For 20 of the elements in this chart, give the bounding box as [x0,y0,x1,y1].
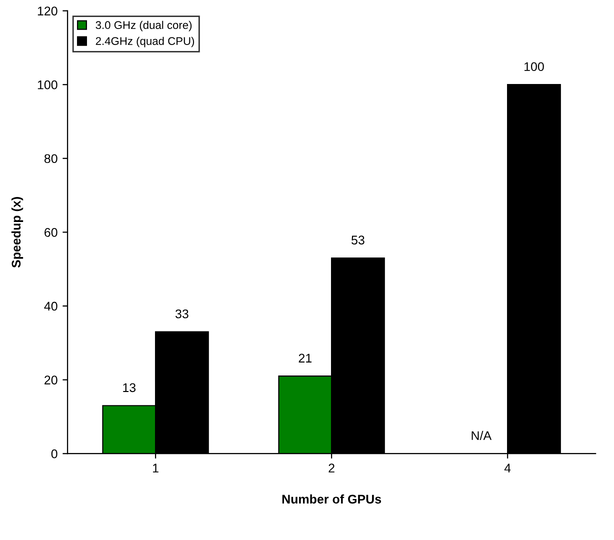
data-label: 13 [123,383,136,392]
y-tick-label: 100 [38,80,58,90]
x-tick-label: 4 [504,464,511,472]
text: N/A [472,430,492,440]
x-axis-title: Number of GPUs [282,494,382,504]
data-label: 53 [352,236,364,244]
x-tick-label: 1 [153,464,158,472]
y-tick-label: 0 [51,449,58,458]
data-label: 33 [175,309,188,318]
y-tick-label: 40 [44,302,58,311]
y-tick-label: 60 [44,228,58,237]
y-tick-label: 120 [38,6,58,16]
data-label: 100 [524,62,544,72]
legend-label: 3.0 GHz (dual core) [96,20,192,32]
x-tick-label: 2 [328,464,334,472]
y-tick-label: 20 [44,376,58,384]
y-tick-label: 80 [44,154,58,164]
data-label: 21 [298,354,312,362]
legend-label: 2.4GHz (quad CPU) [96,36,194,48]
y-axis-title: Speedup (x) [11,197,24,268]
